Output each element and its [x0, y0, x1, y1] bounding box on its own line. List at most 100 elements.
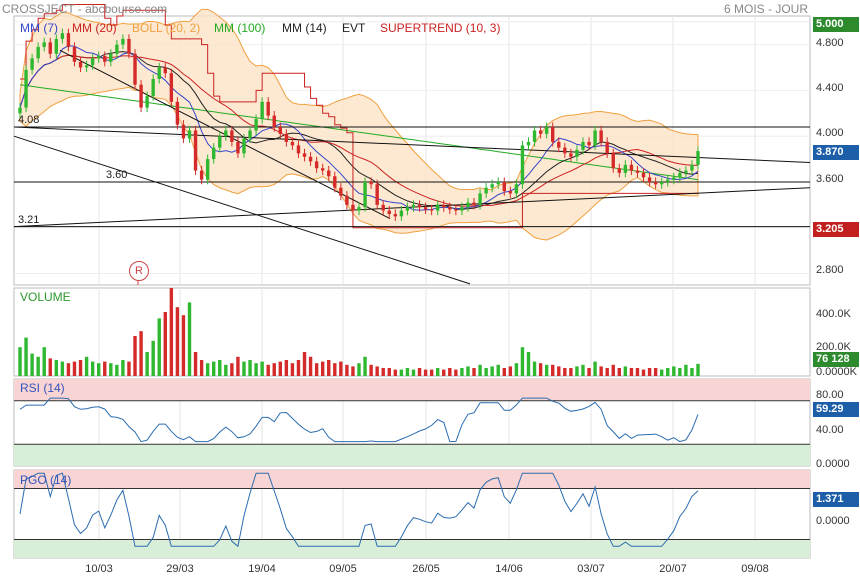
candle-73	[460, 207, 464, 211]
volume-bar-83	[520, 347, 525, 376]
volume-bar-4	[42, 347, 46, 376]
candle-90	[563, 147, 567, 154]
volume-bar-50	[320, 361, 325, 376]
volume-bar-111	[690, 368, 694, 376]
candle-82	[514, 184, 519, 194]
candle-42	[272, 115, 276, 128]
x-tick-0908: 09/08	[741, 563, 769, 575]
volume-bar-33	[218, 360, 222, 376]
volume-bar-49	[314, 363, 319, 376]
volume-bar-79	[496, 364, 500, 376]
volume-bar-26	[175, 307, 180, 376]
volume-bar-5	[48, 358, 52, 376]
volume-bar-61	[387, 368, 391, 376]
candle-3	[36, 46, 40, 59]
candle-2	[30, 58, 34, 70]
volume-bar-39	[254, 363, 258, 376]
candle-43	[278, 127, 283, 134]
volume-bar-91	[569, 368, 573, 376]
rsi-badge: 59.29	[813, 402, 859, 417]
candle-99	[617, 168, 622, 173]
candle-47	[302, 153, 307, 157]
candle-86	[538, 130, 543, 134]
volume-panel-title: VOLUME	[20, 290, 71, 304]
candle-18	[127, 38, 131, 54]
volume-bar-47	[302, 352, 307, 376]
x-tick-2007: 20/07	[659, 563, 687, 575]
volume-bar-44	[284, 360, 289, 376]
candle-23	[157, 67, 161, 79]
volume-bar-107	[666, 368, 670, 376]
candle-34	[224, 130, 228, 137]
rsi-tick-40: 40.00	[816, 424, 844, 436]
volume-bar-100	[623, 366, 628, 376]
volume-bar-45	[290, 363, 295, 376]
candle-62	[393, 214, 398, 217]
candle-59	[375, 184, 379, 205]
volume-bar-84	[526, 352, 531, 376]
pgo-upper-zone	[14, 470, 810, 489]
volume-bar-88	[551, 364, 555, 376]
hline-label-408: 4.08	[18, 114, 40, 126]
candle-94	[587, 141, 591, 146]
x-tick-2903: 29/03	[166, 563, 194, 575]
volume-bar-76	[478, 364, 482, 376]
volume-bar-81	[508, 366, 513, 376]
pgo-tick-0: 0.0000	[816, 515, 850, 527]
volume-bar-35	[230, 363, 234, 376]
volume-bar-78	[490, 366, 494, 376]
candle-91	[569, 153, 573, 157]
candle-92	[575, 149, 579, 157]
candle-12	[90, 58, 95, 66]
volume-badge: 76 128	[813, 352, 859, 367]
volume-bar-112	[696, 363, 700, 376]
candle-11	[84, 65, 89, 68]
candle-95	[593, 130, 597, 146]
volume-bar-106	[659, 369, 664, 376]
legend-supertrend: SUPERTREND (10, 3)	[380, 21, 501, 35]
volume-bar-38	[248, 360, 252, 376]
volume-bar-69	[435, 368, 440, 376]
price-top-badge: 5.000	[813, 17, 859, 32]
ma14-line	[19, 51, 699, 210]
ma20-line	[19, 54, 698, 207]
volume-bar-105	[653, 368, 658, 376]
candle-45	[290, 141, 295, 146]
candle-9	[72, 46, 77, 62]
rsi-overbought-zone	[14, 379, 810, 401]
volume-bar-103	[641, 369, 646, 376]
candle-71	[448, 207, 452, 210]
candle-16	[115, 44, 119, 54]
legend-mm100: MM (100)	[214, 21, 266, 35]
candle-4	[42, 42, 46, 47]
volume-bar-109	[678, 368, 682, 376]
candle-21	[145, 96, 149, 108]
candle-98	[611, 153, 615, 169]
volume-bar-73	[460, 368, 464, 376]
candle-65	[411, 204, 416, 208]
volume-bar-85	[532, 361, 537, 376]
x-tick-2605: 26/05	[412, 563, 440, 575]
rsi-tick-0: 0.0000	[816, 458, 850, 470]
price-tick-3600: 3.600	[816, 173, 844, 185]
volume-bar-11	[84, 356, 89, 376]
candle-35	[230, 130, 234, 142]
candle-112	[696, 151, 700, 165]
legend-mm14: MM (14)	[282, 21, 327, 35]
legend-evt: EVT	[342, 21, 366, 35]
volume-bar-19	[133, 336, 137, 376]
candle-40	[260, 101, 264, 120]
legend-boll: BOLL (20, 2)	[132, 21, 201, 35]
volume-bar-60	[381, 368, 385, 376]
candle-41	[266, 101, 270, 116]
x-tick-1406: 14/06	[495, 563, 523, 575]
candle-13	[96, 56, 101, 59]
volume-bar-1	[24, 337, 28, 376]
volume-bar-31	[205, 363, 210, 376]
volume-bar-7	[60, 361, 65, 376]
candle-72	[454, 209, 458, 211]
candle-64	[405, 207, 410, 211]
candle-83	[520, 145, 525, 185]
candle-30	[199, 170, 204, 180]
volume-bar-98	[611, 364, 615, 376]
